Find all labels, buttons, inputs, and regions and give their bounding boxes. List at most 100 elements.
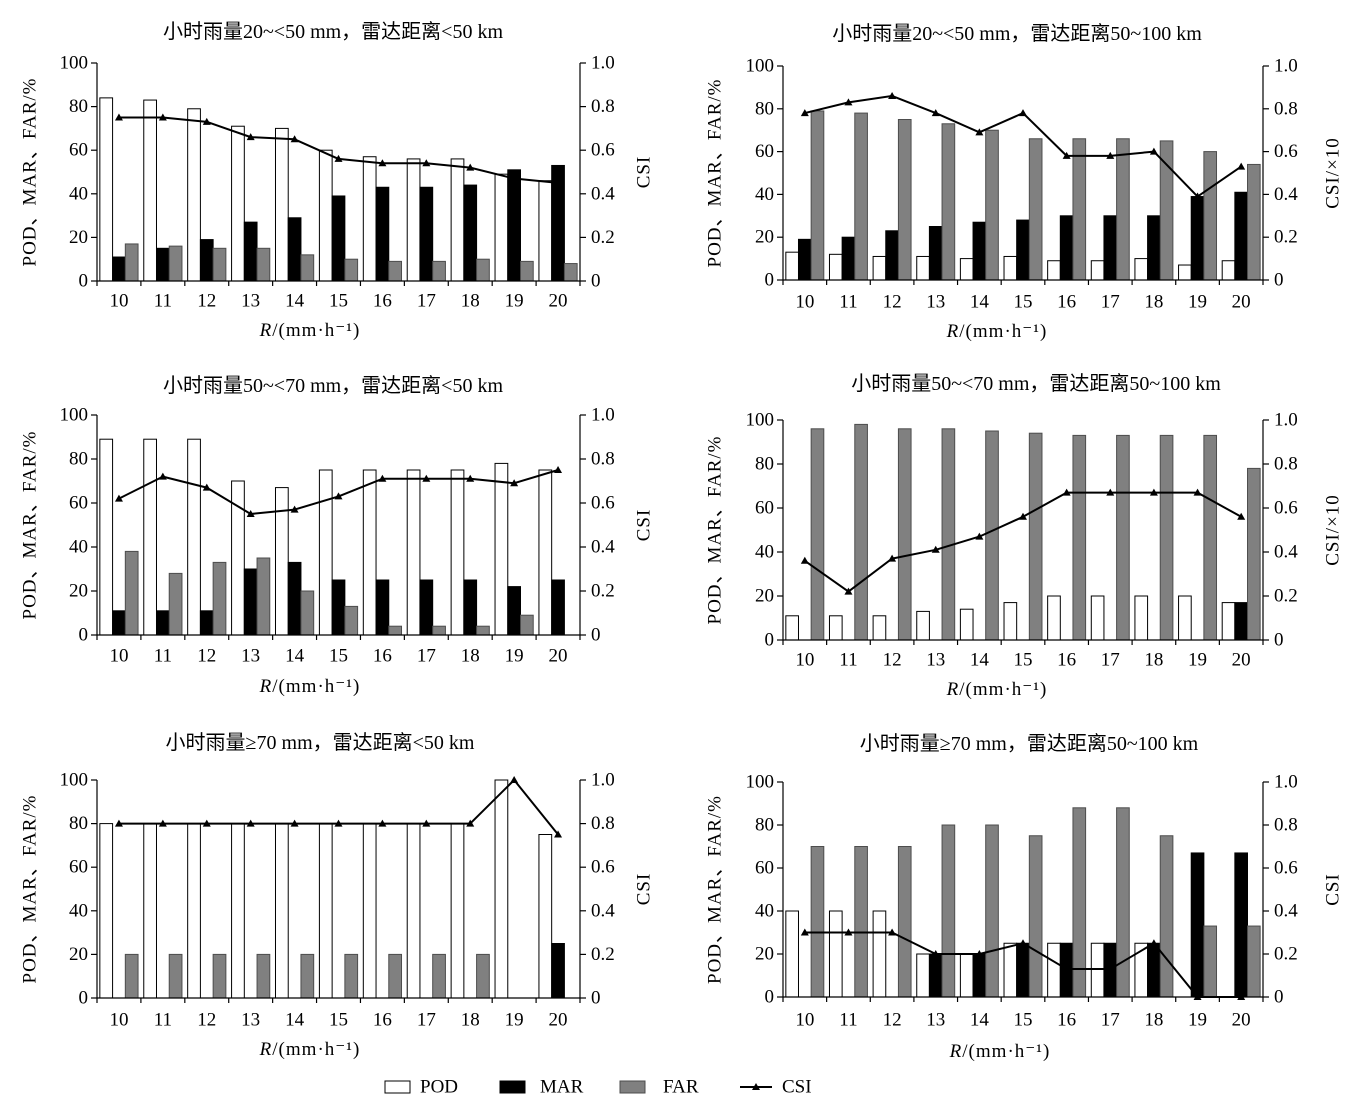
x-tick-label: 19 bbox=[1188, 650, 1207, 671]
right-tick-label: 0.2 bbox=[591, 581, 615, 602]
bar-far bbox=[256, 557, 271, 636]
bar-far bbox=[941, 123, 956, 281]
csi-marker bbox=[422, 159, 431, 167]
bar-pod bbox=[406, 823, 421, 999]
bar-pod bbox=[785, 251, 799, 281]
bar-pod bbox=[538, 180, 553, 282]
x-tick-label: 12 bbox=[883, 292, 902, 313]
bar-far bbox=[1072, 138, 1087, 281]
left-axis-label: POD、MAR、FAR/% bbox=[20, 78, 41, 267]
right-tick-label: 0.6 bbox=[591, 140, 615, 161]
bar-mar bbox=[972, 221, 987, 281]
csi-marker bbox=[290, 135, 299, 143]
chart-title: 小时雨量50~<70 mm，雷达距离<50 km bbox=[163, 374, 503, 397]
csi-marker bbox=[510, 174, 519, 182]
left-tick-label: 40 bbox=[755, 901, 774, 922]
right-tick-label: 0.6 bbox=[1274, 858, 1298, 879]
left-tick-label: 80 bbox=[755, 815, 774, 836]
right-tick-label: 0.8 bbox=[1274, 454, 1298, 475]
bar-far bbox=[124, 550, 139, 636]
bar-pod bbox=[1090, 942, 1105, 998]
bar-far bbox=[212, 247, 227, 282]
bar-mar bbox=[1147, 942, 1161, 998]
bar-pod bbox=[1047, 595, 1061, 641]
bar-mar bbox=[1190, 852, 1205, 998]
chart-title: 小时雨量50~<70 mm，雷达距离50~100 km bbox=[851, 372, 1221, 395]
left-tick-label: 0 bbox=[765, 630, 775, 651]
left-tick-label: 0 bbox=[79, 625, 89, 646]
bar-pod bbox=[1134, 258, 1149, 281]
csi-marker bbox=[290, 505, 299, 513]
left-tick-label: 80 bbox=[69, 96, 88, 117]
right-tick-label: 0.2 bbox=[1274, 586, 1298, 607]
left-tick-label: 100 bbox=[60, 770, 89, 791]
x-tick-label: 10 bbox=[795, 650, 814, 671]
csi-marker bbox=[931, 109, 940, 117]
bar-pod bbox=[828, 615, 843, 641]
x-tick-label: 17 bbox=[417, 1010, 436, 1031]
bar-mar bbox=[112, 610, 126, 636]
bar-mar bbox=[112, 256, 126, 282]
x-tick-label: 16 bbox=[1057, 292, 1076, 313]
bar-far bbox=[985, 430, 999, 641]
csi-marker bbox=[1106, 965, 1115, 973]
x-tick-label: 12 bbox=[883, 1010, 902, 1031]
bar-pod bbox=[872, 910, 887, 998]
right-tick-label: 0.8 bbox=[1274, 98, 1298, 119]
x-axis-label-variable: R bbox=[946, 321, 960, 342]
bar-mar bbox=[375, 579, 390, 636]
right-tick-label: 0 bbox=[591, 625, 601, 646]
left-tick-label: 20 bbox=[755, 586, 774, 607]
bar-far bbox=[897, 846, 912, 998]
bar-far bbox=[897, 428, 912, 641]
right-tick-label: 1.0 bbox=[591, 770, 615, 791]
bar-mar bbox=[1234, 191, 1248, 281]
bar-group bbox=[785, 807, 1261, 998]
right-axis-label: CSI/×10 bbox=[1323, 494, 1344, 566]
x-axis-label-unit: /(mm·h⁻¹) bbox=[272, 1039, 360, 1060]
x-tick-label: 18 bbox=[461, 291, 480, 312]
csi-marker bbox=[1237, 162, 1246, 170]
csi-marker bbox=[158, 819, 167, 827]
bar-far bbox=[256, 953, 271, 999]
x-tick-label: 14 bbox=[970, 292, 990, 313]
x-tick-label: 11 bbox=[154, 646, 172, 667]
bar-far bbox=[168, 245, 183, 282]
csi-marker bbox=[466, 819, 475, 827]
left-tick-label: 20 bbox=[69, 581, 88, 602]
bar-pod bbox=[187, 108, 201, 282]
left-tick-label: 100 bbox=[60, 405, 89, 426]
x-tick-label: 14 bbox=[285, 291, 305, 312]
csi-line bbox=[804, 491, 1242, 593]
x-tick-label: 18 bbox=[1144, 292, 1163, 313]
right-tick-label: 1.0 bbox=[1274, 410, 1298, 431]
left-tick-label: 20 bbox=[755, 227, 774, 248]
left-tick-label: 100 bbox=[746, 56, 775, 77]
bar-far bbox=[388, 625, 403, 636]
x-axis-label-variable: R bbox=[259, 1039, 273, 1060]
left-tick-label: 80 bbox=[755, 98, 774, 119]
bar-mar bbox=[1103, 215, 1118, 281]
bar-mar bbox=[1016, 219, 1030, 281]
x-axis-label-variable: R bbox=[259, 676, 273, 697]
bar-mar bbox=[1016, 942, 1030, 998]
bar-far bbox=[897, 119, 912, 281]
x-tick-label: 16 bbox=[373, 1010, 392, 1031]
right-tick-label: 0.4 bbox=[591, 183, 615, 204]
csi-marker bbox=[114, 113, 123, 121]
csi-marker bbox=[334, 154, 343, 162]
bar-mar bbox=[1059, 215, 1074, 281]
x-tick-label: 14 bbox=[970, 650, 990, 671]
left-axis-label: POD、MAR、FAR/% bbox=[705, 795, 726, 984]
right-tick-label: 1.0 bbox=[591, 405, 615, 426]
x-tick-label: 12 bbox=[197, 1010, 216, 1031]
x-tick-label: 13 bbox=[241, 291, 260, 312]
x-axis-label: R/(mm·h⁻¹) bbox=[259, 676, 361, 697]
csi-marker bbox=[931, 950, 940, 957]
bar-mar bbox=[243, 221, 258, 282]
csi-marker bbox=[246, 819, 255, 827]
bar-far bbox=[941, 824, 956, 998]
right-tick-label: 0.2 bbox=[591, 227, 615, 248]
x-tick-label: 15 bbox=[329, 646, 348, 667]
x-axis-label: R/(mm·h⁻¹) bbox=[946, 321, 1048, 342]
